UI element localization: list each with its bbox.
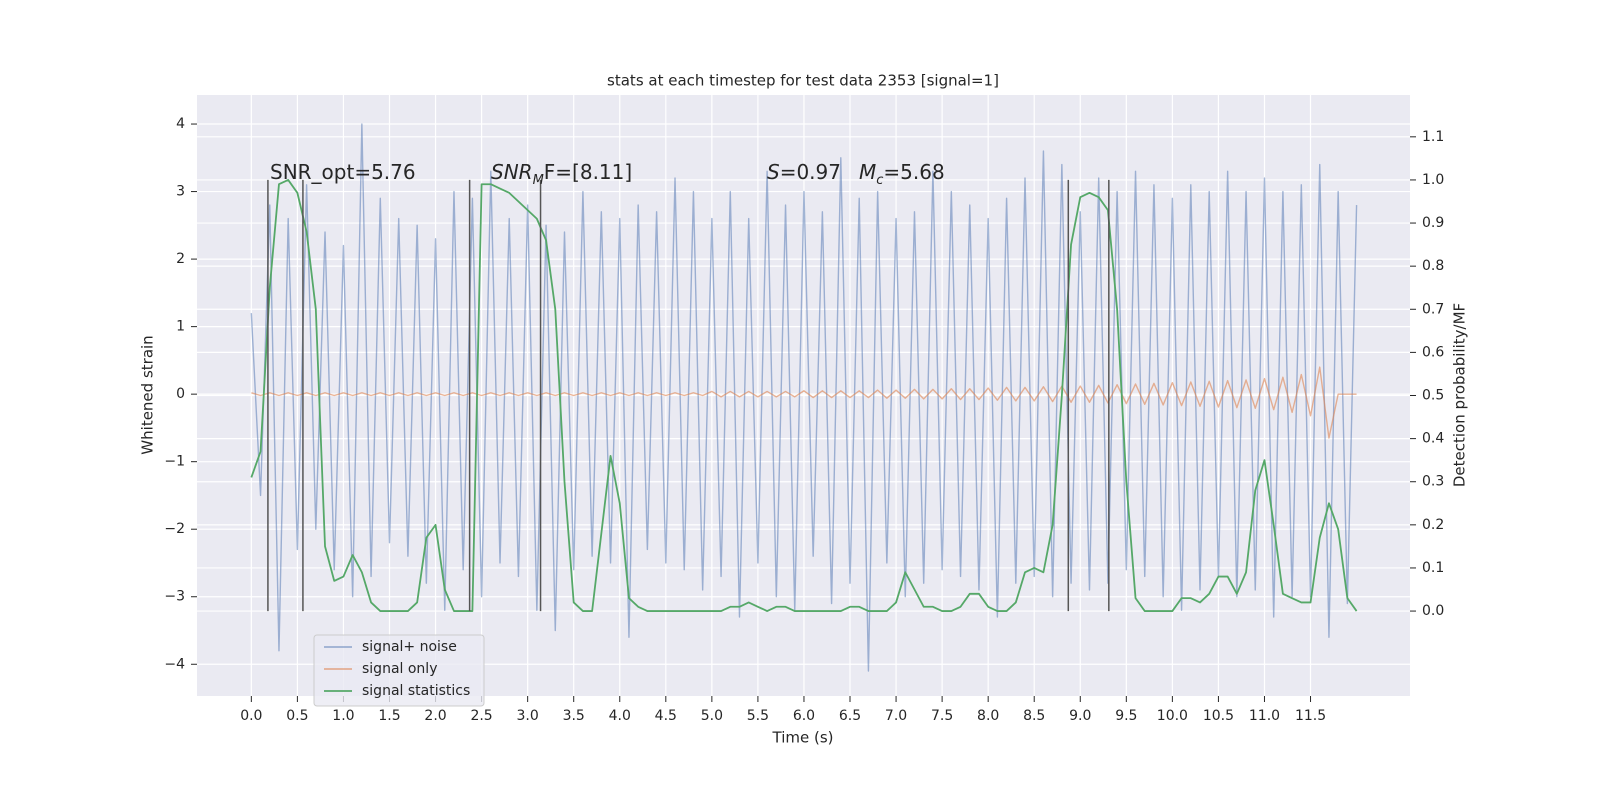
annotation-part: =5.68 (883, 160, 944, 184)
x-tick-label: 9.5 (1115, 708, 1137, 724)
x-tick-label: 1.0 (332, 708, 354, 724)
x-tick-label: 6.0 (793, 708, 815, 724)
x-tick-label: 4.5 (655, 708, 677, 724)
x-tick-label: 2.5 (470, 708, 492, 724)
legend-box (313, 634, 485, 707)
y2-tick-label: 0.0 (1422, 603, 1444, 619)
y-tick-label: −3 (164, 589, 185, 605)
x-tick-label: 10.0 (1157, 708, 1188, 724)
x-tick-label: 5.0 (701, 708, 723, 724)
y2-tick-label: 1.0 (1422, 172, 1444, 188)
y-tick-label: −2 (164, 521, 185, 537)
y2-tick-label: 0.8 (1422, 258, 1444, 274)
annotation: S=0.97 (767, 160, 841, 184)
x-tick-label: 7.5 (931, 708, 953, 724)
series-line (251, 366, 1357, 439)
x-tick-label: 11.5 (1295, 708, 1326, 724)
annotation-part: F=[8.11] (544, 160, 632, 184)
annotation-part: SNR (491, 160, 533, 184)
series-line (250, 179, 1358, 612)
y-tick-label: 4 (176, 116, 185, 132)
x-tick-label: 0.5 (286, 708, 308, 724)
annotation-part: M (533, 173, 544, 188)
y2-axis-label: Detection probability/MF (1451, 303, 1469, 487)
series-line (250, 123, 1358, 672)
legend-label: signal+ noise (362, 639, 457, 655)
annotation-part: S (767, 160, 780, 184)
y2-tick-label: 0.1 (1422, 560, 1444, 576)
y-tick-label: −1 (164, 454, 185, 470)
x-tick-label: 3.0 (517, 708, 539, 724)
x-axis-label: Time (s) (772, 729, 834, 747)
annotation: Mc=5.68 (859, 160, 945, 189)
annotation-part: c (876, 173, 883, 188)
x-tick-label: 8.0 (977, 708, 999, 724)
annotation-part: SNR_opt=5.76 (270, 160, 416, 184)
annotation-part: =0.97 (780, 160, 841, 184)
chart-title: stats at each timestep for test data 235… (607, 72, 999, 90)
x-tick-label: 7.0 (885, 708, 907, 724)
y2-tick-label: 0.6 (1422, 344, 1444, 360)
x-tick-label: 10.5 (1203, 708, 1234, 724)
y2-tick-label: 0.2 (1422, 517, 1444, 533)
annotation: SNR_opt=5.76 (270, 160, 416, 184)
x-tick-label: 11.0 (1249, 708, 1280, 724)
y-tick-label: 0 (176, 386, 185, 402)
y-tick-label: 1 (176, 319, 185, 335)
x-tick-label: 5.5 (747, 708, 769, 724)
y2-tick-label: 0.3 (1422, 474, 1444, 490)
y2-tick-label: 0.9 (1422, 215, 1444, 231)
x-tick-label: 9.0 (1069, 708, 1091, 724)
y2-tick-label: 0.5 (1422, 388, 1444, 404)
legend-label: signal statistics (362, 683, 470, 699)
y-tick-label: 3 (176, 184, 185, 200)
x-tick-label: 2.0 (424, 708, 446, 724)
x-tick-label: 6.5 (839, 708, 861, 724)
annotation-part: M (859, 160, 876, 184)
x-tick-label: 1.5 (378, 708, 400, 724)
x-tick-label: 0.0 (240, 708, 262, 724)
y2-tick-label: 0.7 (1422, 301, 1444, 317)
y2-tick-label: 1.1 (1422, 129, 1444, 145)
x-tick-label: 4.0 (609, 708, 631, 724)
x-tick-label: 3.5 (563, 708, 585, 724)
annotation: SNRMF=[8.11] (491, 160, 632, 189)
legend-label: signal only (362, 661, 437, 677)
y2-tick-label: 0.4 (1422, 431, 1444, 447)
x-tick-label: 8.5 (1023, 708, 1045, 724)
y-axis-label: Whitened strain (139, 335, 157, 454)
y-tick-label: −4 (164, 656, 185, 672)
y-tick-label: 2 (176, 251, 185, 267)
